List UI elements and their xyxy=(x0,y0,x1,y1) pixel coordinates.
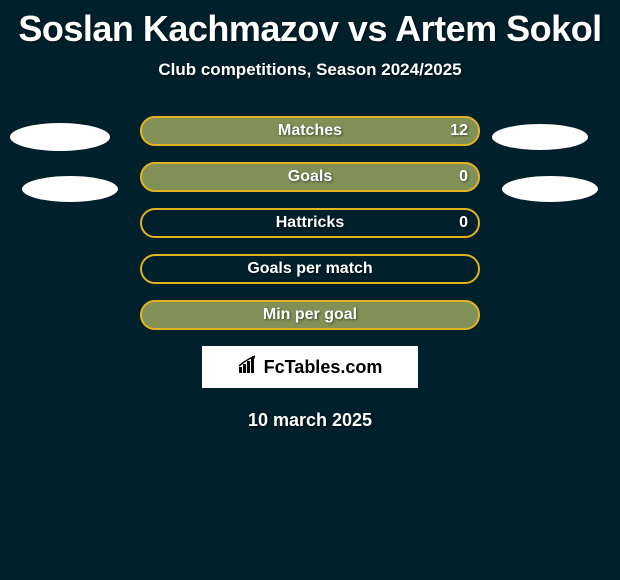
subtitle: Club competitions, Season 2024/2025 xyxy=(0,60,620,80)
ellipse-right-2 xyxy=(502,176,598,202)
brand-name: FcTables.com xyxy=(264,357,383,378)
stat-row: Goals0 xyxy=(140,162,480,192)
stat-label: Goals xyxy=(140,162,480,192)
ellipse-left-2 xyxy=(22,176,118,202)
date-line: 10 march 2025 xyxy=(0,410,620,431)
ellipse-right-1 xyxy=(492,124,588,150)
stat-value: 12 xyxy=(450,116,468,146)
chart-icon xyxy=(238,355,260,380)
stat-label: Matches xyxy=(140,116,480,146)
stats-area: Matches12Goals0Hattricks0Goals per match… xyxy=(0,116,620,431)
stat-label: Hattricks xyxy=(140,208,480,238)
page-title: Soslan Kachmazov vs Artem Sokol xyxy=(0,0,620,50)
ellipse-left-1 xyxy=(10,123,110,151)
stat-row: Goals per match xyxy=(140,254,480,284)
stat-row: Matches12 xyxy=(140,116,480,146)
stat-label: Min per goal xyxy=(140,300,480,330)
brand-box: FcTables.com xyxy=(202,346,418,388)
stat-label: Goals per match xyxy=(140,254,480,284)
stat-row: Min per goal xyxy=(140,300,480,330)
stat-value: 0 xyxy=(459,208,468,238)
stat-row: Hattricks0 xyxy=(140,208,480,238)
stat-value: 0 xyxy=(459,162,468,192)
